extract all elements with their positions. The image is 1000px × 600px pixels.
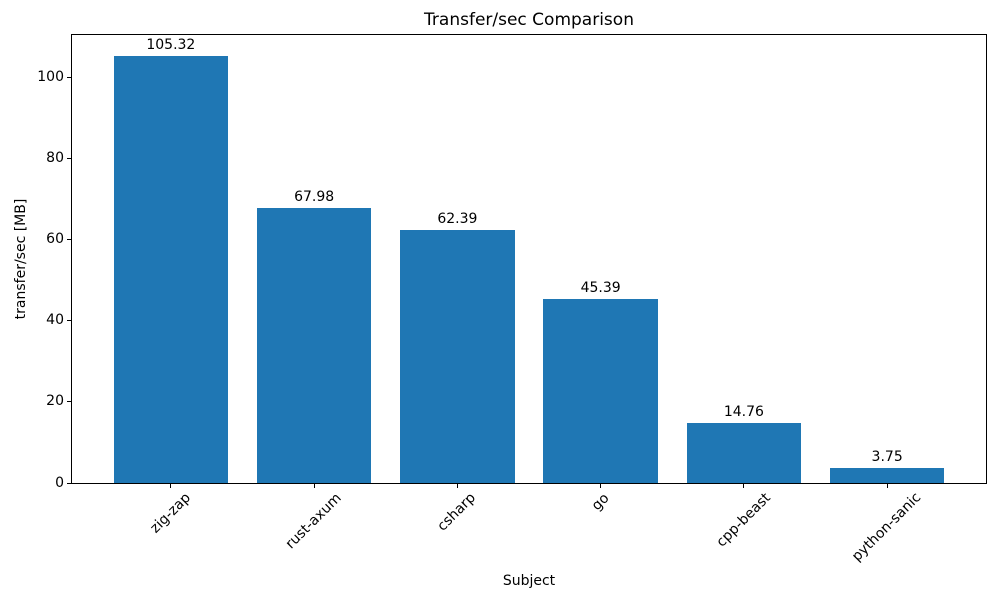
bar [543,299,658,483]
x-tick-mark [170,484,172,488]
y-tick-label: 100 [37,69,64,86]
bar-value-label: 67.98 [294,188,335,205]
x-tick-mark [456,484,458,488]
x-tick-mark [743,484,745,488]
y-tick-label: 40 [46,312,64,329]
bar-value-label: 3.75 [871,448,903,465]
y-tick-label: 60 [46,231,64,248]
bar [686,423,802,483]
bar-value-label: 62.39 [437,211,478,228]
x-tick-label: zig-zap [147,489,194,537]
x-tick-mark [886,484,888,488]
x-tick-mark [313,484,315,488]
x-axis-label: Subject [502,573,556,589]
y-tick-mark [67,239,71,241]
x-tick-label: rust-axum [282,490,345,553]
y-tick-label: 20 [46,393,64,410]
bar [829,467,945,483]
bar-value-label: 105.32 [146,37,196,54]
y-tick-mark [67,77,71,79]
x-tick-label: cpp-beast [713,489,774,551]
x-tick-label: csharp [434,489,480,535]
x-tick-label: python-sanic [849,489,925,566]
x-tick-label: go [588,489,613,514]
y-tick-mark [67,158,71,160]
x-tick-mark [600,484,602,488]
y-tick-label: 80 [46,150,64,167]
bar [400,230,515,483]
bar [113,56,229,483]
chart-title: Transfer/sec Comparison [424,10,634,30]
y-tick-mark [67,320,71,322]
y-axis-label: transfer/sec [MB] [13,198,29,320]
plot-area: 0 20 40 60 80 100 105.32 zig-zap 67.98 rust-axum 6… [37,34,987,565]
y-tick-mark [67,482,71,484]
y-tick-mark [67,401,71,403]
bar-value-label: 45.39 [580,280,621,297]
y-tick-label: 0 [55,474,64,491]
bar-value-label: 14.76 [723,404,764,421]
bar [256,207,372,483]
